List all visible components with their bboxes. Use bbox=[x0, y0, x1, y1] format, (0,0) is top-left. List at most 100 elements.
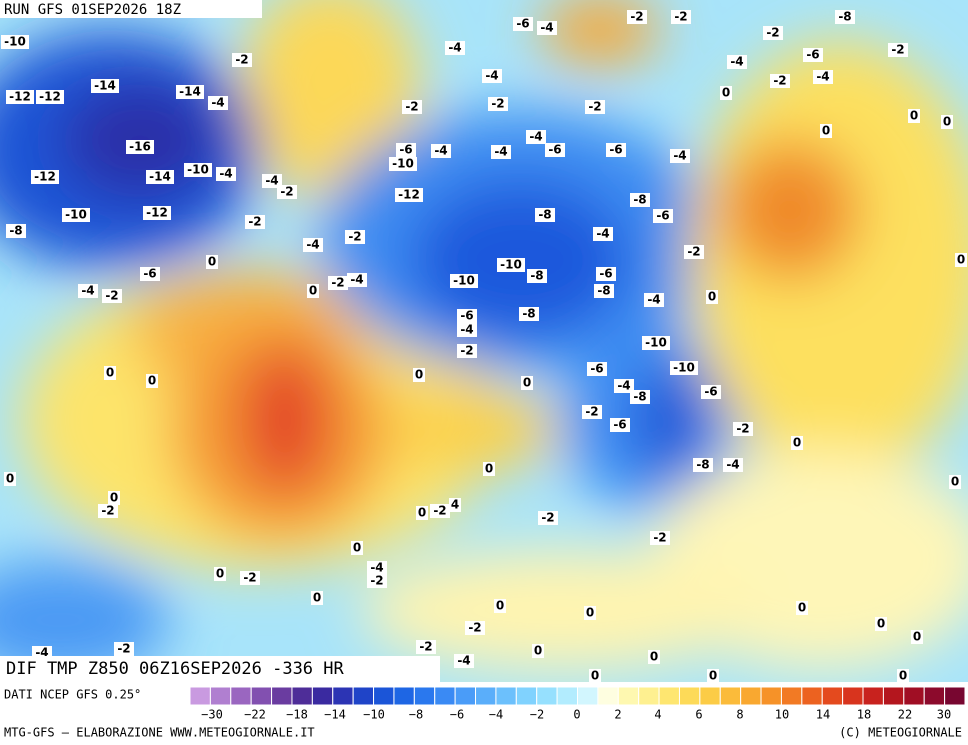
contour-label-box bbox=[650, 531, 670, 545]
contour-label-box bbox=[648, 650, 660, 664]
contour-label: 0 bbox=[313, 591, 321, 605]
contour-label: -6 bbox=[609, 143, 622, 157]
contour-label-box bbox=[140, 267, 160, 281]
contour-label: 0 bbox=[534, 644, 542, 658]
map: -10-12 -12-14-16-14-4-12 -14 -10 -4-10 -12-8-… bbox=[0, 0, 968, 683]
contour-label-box bbox=[585, 100, 605, 114]
contour-label-box bbox=[216, 167, 236, 181]
contour-label-box bbox=[389, 157, 417, 171]
contour-label: -4 bbox=[219, 167, 232, 181]
contour-label: 0 bbox=[591, 669, 599, 683]
colorbar-tick-label: −4 bbox=[489, 708, 503, 722]
contour-label-box bbox=[146, 170, 174, 184]
contour-label: -8 bbox=[530, 269, 543, 283]
copyright: (C) METEOGIORNALE bbox=[839, 726, 962, 740]
contour-label-box bbox=[4, 472, 16, 486]
colorbar-swatch bbox=[189, 686, 211, 706]
contour-label-box bbox=[684, 245, 704, 259]
contour-label-box bbox=[770, 74, 790, 88]
contour-label: -12 bbox=[9, 90, 31, 104]
source: DATI NCEP GFS 0.25° bbox=[4, 688, 141, 702]
contour-label: -6 bbox=[704, 385, 717, 399]
colorbar-tick-label: −2 bbox=[530, 708, 544, 722]
contour-label: 0 bbox=[877, 617, 885, 631]
contour-label-box bbox=[723, 458, 743, 472]
contour-label: 0 bbox=[708, 290, 716, 304]
contour-label: -8 bbox=[538, 208, 551, 222]
contour-label-box bbox=[1, 35, 29, 49]
colorbar-swatch bbox=[291, 686, 313, 706]
contour-label: -2 bbox=[117, 642, 130, 656]
contour-label: -2 bbox=[405, 100, 418, 114]
contour-label-box bbox=[431, 144, 451, 158]
contour-label-box bbox=[791, 436, 803, 450]
contour-label-box bbox=[526, 130, 546, 144]
contour-label: -4 bbox=[816, 70, 829, 84]
contour-label: 0 bbox=[951, 475, 959, 489]
contour-label: -10 bbox=[65, 208, 87, 222]
contour-label: -2 bbox=[891, 43, 904, 57]
contour-label: -16 bbox=[129, 140, 151, 154]
contour-label-box bbox=[413, 368, 425, 382]
contour-label-box bbox=[706, 290, 718, 304]
contour-label: -4 bbox=[726, 458, 739, 472]
colorbar-swatch bbox=[923, 686, 946, 706]
colorbar-swatch bbox=[842, 686, 864, 706]
contour-label-box bbox=[36, 90, 64, 104]
contour-label-box bbox=[693, 458, 713, 472]
contour-label: -2 bbox=[588, 100, 601, 114]
colorbar-swatch bbox=[393, 686, 415, 706]
contour-label: 0 bbox=[798, 601, 806, 615]
colorbar-swatch bbox=[944, 686, 966, 706]
contour-label-box bbox=[395, 188, 423, 202]
contour-label-box bbox=[596, 267, 616, 281]
contour-label: -2 bbox=[653, 531, 666, 545]
contour-label-box bbox=[483, 462, 495, 476]
contour-label-box bbox=[582, 405, 602, 419]
contour-label-box bbox=[78, 284, 98, 298]
contour-label-box bbox=[347, 273, 367, 287]
contour-label: -4 bbox=[211, 96, 224, 110]
contour-label: 0 bbox=[709, 669, 717, 683]
colorbar-tick-label: −18 bbox=[286, 708, 308, 722]
contour-label: -4 bbox=[540, 21, 553, 35]
contour-label: -14 bbox=[94, 79, 116, 93]
contour-label: 0 bbox=[722, 86, 730, 100]
contour-label-box bbox=[813, 70, 833, 84]
contour-label-box bbox=[594, 284, 614, 298]
contour-label: -8 bbox=[838, 10, 851, 24]
contour-label-box bbox=[465, 621, 485, 635]
contour-label-box bbox=[911, 630, 923, 644]
contour-label-box bbox=[491, 145, 511, 159]
contour-label-box bbox=[6, 224, 26, 238]
contour-label: -2 bbox=[468, 621, 481, 635]
colorbar-swatch bbox=[209, 686, 232, 706]
contour-label: 0 bbox=[216, 567, 224, 581]
contour-label-box bbox=[98, 504, 118, 518]
contour-label: 0 bbox=[957, 253, 965, 267]
contour-label: 0 bbox=[309, 284, 317, 298]
contour-label: -2 bbox=[585, 405, 598, 419]
contour-label-box bbox=[214, 567, 226, 581]
contour-label: -6 bbox=[599, 267, 612, 281]
contour-label-box bbox=[835, 10, 855, 24]
contour-label-box bbox=[430, 504, 450, 518]
caption-box bbox=[0, 656, 440, 682]
contour-label: -2 bbox=[248, 215, 261, 229]
contour-label-box bbox=[416, 640, 436, 654]
colorbar-swatch bbox=[801, 686, 823, 706]
contour-label-box bbox=[184, 163, 212, 177]
contour-label: -10 bbox=[673, 361, 695, 375]
colorbar-swatch bbox=[352, 686, 375, 706]
contour-label: -2 bbox=[331, 276, 344, 290]
colorbar-swatch bbox=[617, 686, 640, 706]
contour-label-box bbox=[630, 193, 650, 207]
contour-label-box bbox=[941, 115, 953, 129]
colorbar-tick-label: 30 bbox=[937, 708, 951, 722]
contour-label-box bbox=[108, 491, 120, 505]
contour-label-box bbox=[351, 541, 363, 555]
colorbar-swatch bbox=[271, 686, 293, 706]
contour-label-box bbox=[521, 376, 533, 390]
contour-label-box bbox=[454, 654, 474, 668]
